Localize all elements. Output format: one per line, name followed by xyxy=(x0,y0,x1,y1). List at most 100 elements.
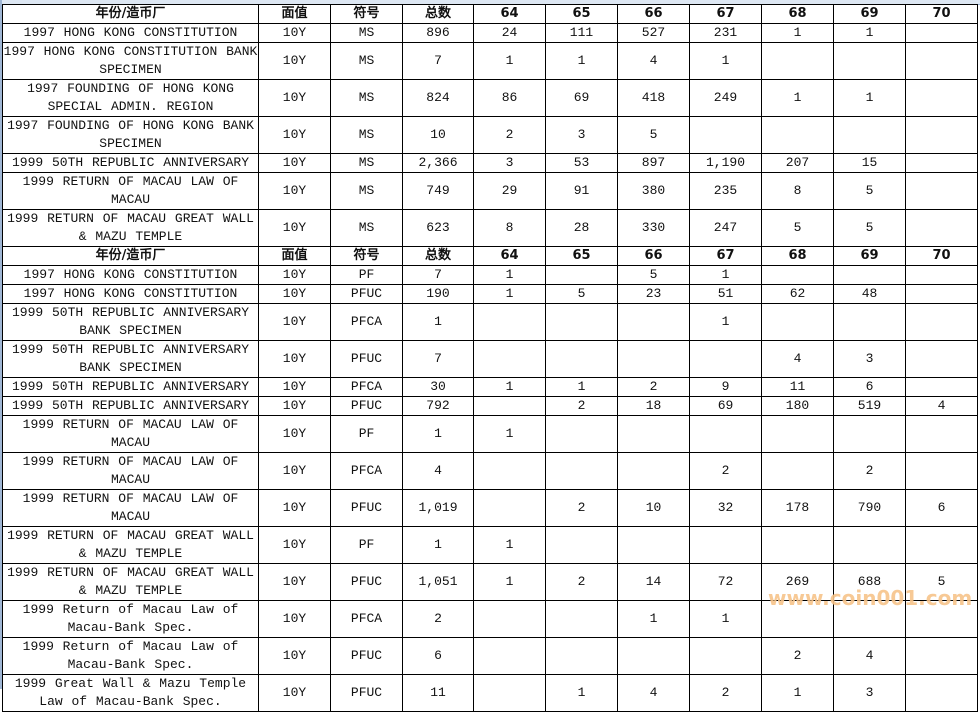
cell-grade-count[interactable]: 207 xyxy=(761,153,834,173)
cell-total[interactable]: 1 xyxy=(402,303,474,341)
column-header[interactable]: 65 xyxy=(545,246,618,266)
cell-total[interactable]: 7 xyxy=(402,42,474,80)
cell-grade-count[interactable] xyxy=(617,637,690,675)
cell-denom[interactable]: 10Y xyxy=(258,340,331,378)
cell-grade-count[interactable]: 5 xyxy=(905,563,978,601)
cell-denom[interactable]: 10Y xyxy=(258,79,331,117)
cell-grade-count[interactable]: 4 xyxy=(761,340,834,378)
cell-name[interactable]: 1999 RETURN OF MACAU LAW OF MACAU xyxy=(2,172,259,210)
cell-grade[interactable]: PF xyxy=(330,526,403,564)
cell-grade-count[interactable]: 178 xyxy=(761,489,834,527)
column-header[interactable]: 70 xyxy=(905,4,978,24)
cell-grade-count[interactable] xyxy=(905,209,978,247)
cell-total[interactable]: 30 xyxy=(402,377,474,397)
cell-denom[interactable]: 10Y xyxy=(258,284,331,304)
cell-grade-count[interactable]: 2 xyxy=(689,674,762,712)
cell-grade-count[interactable] xyxy=(617,415,690,453)
cell-grade-count[interactable]: 1 xyxy=(473,415,546,453)
cell-name[interactable]: 1999 Return of Macau Law of Macau-Bank S… xyxy=(2,637,259,675)
cell-denom[interactable]: 10Y xyxy=(258,303,331,341)
column-header[interactable]: 64 xyxy=(473,4,546,24)
cell-grade-count[interactable] xyxy=(761,265,834,285)
cell-grade-count[interactable]: 1 xyxy=(689,303,762,341)
column-header[interactable]: 年份/造币厂 xyxy=(2,246,259,266)
cell-denom[interactable]: 10Y xyxy=(258,674,331,712)
cell-grade-count[interactable]: 69 xyxy=(545,79,618,117)
cell-denom[interactable]: 10Y xyxy=(258,23,331,43)
cell-grade-count[interactable] xyxy=(833,526,906,564)
cell-name[interactable]: 1997 HONG KONG CONSTITUTION BANK SPECIME… xyxy=(2,42,259,80)
column-header[interactable]: 符号 xyxy=(330,246,403,266)
cell-grade-count[interactable]: 1 xyxy=(833,79,906,117)
cell-grade-count[interactable]: 2 xyxy=(473,116,546,154)
cell-grade-count[interactable] xyxy=(905,265,978,285)
cell-grade-count[interactable] xyxy=(761,452,834,490)
column-header[interactable]: 68 xyxy=(761,4,834,24)
cell-grade-count[interactable]: 5 xyxy=(617,116,690,154)
cell-grade-count[interactable] xyxy=(905,452,978,490)
cell-total[interactable]: 7 xyxy=(402,265,474,285)
cell-grade-count[interactable]: 527 xyxy=(617,23,690,43)
cell-grade-count[interactable] xyxy=(689,637,762,675)
cell-grade-count[interactable]: 3 xyxy=(545,116,618,154)
cell-grade-count[interactable]: 10 xyxy=(617,489,690,527)
cell-grade-count[interactable]: 5 xyxy=(545,284,618,304)
cell-name[interactable]: 1999 50TH REPUBLIC ANNIVERSARY BANK SPEC… xyxy=(2,340,259,378)
cell-grade-count[interactable] xyxy=(905,526,978,564)
cell-denom[interactable]: 10Y xyxy=(258,153,331,173)
cell-grade-count[interactable] xyxy=(545,452,618,490)
cell-grade-count[interactable]: 1 xyxy=(689,600,762,638)
cell-grade-count[interactable]: 269 xyxy=(761,563,834,601)
cell-grade-count[interactable]: 32 xyxy=(689,489,762,527)
column-header[interactable]: 67 xyxy=(689,246,762,266)
cell-denom[interactable]: 10Y xyxy=(258,489,331,527)
cell-grade-count[interactable]: 1 xyxy=(761,23,834,43)
cell-total[interactable]: 1 xyxy=(402,415,474,453)
cell-grade-count[interactable]: 9 xyxy=(689,377,762,397)
cell-grade-count[interactable] xyxy=(545,526,618,564)
cell-name[interactable]: 1997 HONG KONG CONSTITUTION xyxy=(2,284,259,304)
cell-denom[interactable]: 10Y xyxy=(258,396,331,416)
cell-grade-count[interactable] xyxy=(905,172,978,210)
cell-grade-count[interactable] xyxy=(617,452,690,490)
cell-grade-count[interactable] xyxy=(617,340,690,378)
cell-grade-count[interactable]: 1 xyxy=(761,79,834,117)
cell-grade-count[interactable] xyxy=(905,303,978,341)
cell-grade-count[interactable]: 688 xyxy=(833,563,906,601)
cell-grade[interactable]: PFCA xyxy=(330,452,403,490)
cell-grade-count[interactable]: 4 xyxy=(833,637,906,675)
cell-name[interactable]: 1997 FOUNDING OF HONG KONG BANK SPECIMEN xyxy=(2,116,259,154)
cell-denom[interactable]: 10Y xyxy=(258,526,331,564)
column-header[interactable]: 66 xyxy=(617,246,690,266)
cell-denom[interactable]: 10Y xyxy=(258,637,331,675)
cell-grade-count[interactable]: 14 xyxy=(617,563,690,601)
cell-grade-count[interactable]: 69 xyxy=(689,396,762,416)
cell-grade-count[interactable] xyxy=(545,600,618,638)
cell-grade[interactable]: PFUC xyxy=(330,563,403,601)
cell-name[interactable]: 1999 RETURN OF MACAU GREAT WALL & MAZU T… xyxy=(2,526,259,564)
cell-grade-count[interactable]: 1 xyxy=(473,284,546,304)
cell-total[interactable]: 824 xyxy=(402,79,474,117)
cell-grade-count[interactable] xyxy=(761,526,834,564)
column-header[interactable]: 符号 xyxy=(330,4,403,24)
cell-grade-count[interactable]: 2 xyxy=(761,637,834,675)
cell-denom[interactable]: 10Y xyxy=(258,265,331,285)
cell-grade-count[interactable] xyxy=(761,303,834,341)
cell-name[interactable]: 1997 HONG KONG CONSTITUTION xyxy=(2,265,259,285)
cell-name[interactable]: 1999 RETURN OF MACAU LAW OF MACAU xyxy=(2,415,259,453)
column-header[interactable]: 66 xyxy=(617,4,690,24)
cell-total[interactable]: 749 xyxy=(402,172,474,210)
cell-grade-count[interactable] xyxy=(545,340,618,378)
cell-total[interactable]: 1,051 xyxy=(402,563,474,601)
cell-grade-count[interactable]: 28 xyxy=(545,209,618,247)
cell-grade-count[interactable]: 1 xyxy=(833,23,906,43)
cell-grade-count[interactable]: 1 xyxy=(473,563,546,601)
cell-grade-count[interactable]: 2 xyxy=(545,563,618,601)
cell-grade-count[interactable]: 2 xyxy=(833,452,906,490)
cell-grade[interactable]: PFUC xyxy=(330,396,403,416)
cell-grade-count[interactable]: 2 xyxy=(689,452,762,490)
cell-name[interactable]: 1999 RETURN OF MACAU LAW OF MACAU xyxy=(2,452,259,490)
cell-grade-count[interactable]: 111 xyxy=(545,23,618,43)
cell-name[interactable]: 1999 RETURN OF MACAU LAW OF MACAU xyxy=(2,489,259,527)
cell-name[interactable]: 1999 50TH REPUBLIC ANNIVERSARY xyxy=(2,396,259,416)
